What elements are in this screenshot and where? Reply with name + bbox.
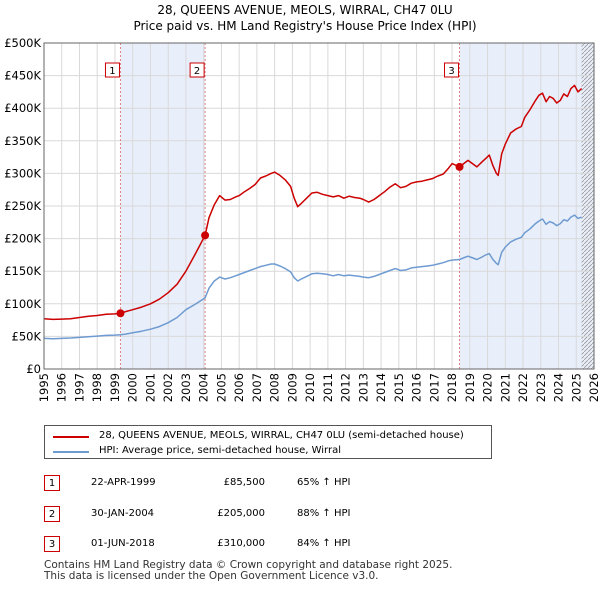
x-tick-label: 2017	[427, 373, 441, 402]
transaction-hpi-change: 88% ↑ HPI	[297, 508, 351, 519]
transaction-price: £85,500	[223, 477, 265, 488]
x-tick-label: 2016	[410, 373, 424, 402]
x-tick-label: 2002	[161, 373, 175, 402]
transaction-date: 01-JUN-2018	[91, 538, 155, 549]
x-tick-label: 2025	[569, 373, 583, 402]
transaction-point	[455, 162, 464, 171]
legend-label-hpi: HPI: Average price, semi-detached house,…	[99, 445, 342, 456]
transaction-point	[201, 231, 210, 240]
x-tick-label: 1995	[37, 373, 51, 402]
x-tick-label: 2026	[587, 373, 600, 402]
transaction-number-badge: 3	[44, 536, 60, 552]
x-tick-label: 2006	[232, 373, 246, 402]
transaction-point	[116, 309, 125, 318]
chart-subtitle: Price paid vs. HM Land Registry's House …	[133, 19, 476, 33]
x-tick-label: 2023	[534, 373, 548, 402]
x-tick-label: 2005	[214, 373, 228, 402]
y-tick-label: £150K	[4, 264, 41, 278]
transaction-number-badge: 1	[44, 475, 60, 491]
y-tick-label: £100K	[4, 297, 41, 311]
legend: 28, QUEENS AVENUE, MEOLS, WIRRAL, CH47 0…	[44, 425, 492, 459]
x-tick-label: 2013	[356, 373, 370, 402]
x-tick-label: 2009	[285, 373, 299, 402]
x-tick-label: 1996	[55, 373, 69, 402]
x-tick-label: 2011	[321, 373, 335, 402]
x-tick-label: 2010	[303, 373, 317, 402]
price-chart: 28, QUEENS AVENUE, MEOLS, WIRRAL, CH47 0…	[4, 3, 600, 402]
transaction-marker-number: 2	[194, 66, 200, 77]
y-tick-label: £250K	[4, 199, 41, 213]
transaction-marker-number: 3	[448, 66, 454, 77]
x-tick-label: 2001	[143, 373, 157, 402]
transaction-number-badge: 2	[44, 506, 60, 522]
plot-area: 1 2 3 £0 £50K £100K £150K £200K £250K £300K £350K £…	[4, 36, 600, 402]
y-tick-label: £350K	[4, 134, 41, 148]
property-price-line	[43, 84, 583, 321]
x-tick-label: 2003	[179, 373, 193, 402]
legend-label-property: 28, QUEENS AVENUE, MEOLS, WIRRAL, CH47 0…	[99, 430, 464, 441]
x-tick-label: 2024	[552, 373, 566, 402]
x-tick-label: 2014	[374, 373, 388, 402]
transaction-marker-box	[189, 62, 205, 78]
hpi-line	[43, 214, 582, 340]
y-tick-label: £500K	[4, 36, 41, 50]
x-tick-label: 2020	[481, 373, 495, 402]
transaction-hpi-change: 65% ↑ HPI	[297, 477, 351, 488]
transaction-hpi-change: 84% ↑ HPI	[297, 538, 351, 549]
y-tick-label: £0	[26, 362, 41, 376]
y-tick-label: £450K	[4, 69, 41, 83]
footer-licence: This data is licensed under the Open Gov…	[44, 570, 379, 582]
transaction-marker-box	[444, 62, 460, 78]
y-tick-label: £400K	[4, 101, 41, 115]
x-tick-label: 2008	[268, 373, 282, 402]
transaction-date: 22-APR-1999	[91, 477, 156, 488]
transaction-marker-number: 1	[109, 66, 115, 77]
x-tick-label: 2022	[516, 373, 530, 402]
y-tick-label: £300K	[4, 166, 41, 180]
hpi-line-swatch	[53, 451, 89, 453]
x-tick-label: 2019	[463, 373, 477, 402]
x-tick-label: 2015	[392, 373, 406, 402]
footer-attribution: Contains HM Land Registry data © Crown c…	[44, 560, 452, 582]
plot-frame	[43, 42, 595, 370]
x-tick-label: 1999	[108, 373, 122, 402]
x-tick-label: 2021	[498, 373, 512, 402]
x-tick-label: 2007	[250, 373, 264, 402]
y-tick-label: £200K	[4, 232, 41, 246]
transaction-price: £310,000	[217, 538, 265, 549]
x-tick-label: 2000	[126, 373, 140, 402]
footer-copyright: Contains HM Land Registry data © Crown c…	[44, 559, 453, 571]
transaction-date: 30-JAN-2004	[91, 508, 155, 519]
y-tick-label: £50K	[12, 329, 42, 343]
transaction-marker-box	[104, 62, 120, 78]
x-tick-label: 1997	[72, 373, 86, 402]
transaction-price: £205,000	[217, 508, 265, 519]
x-tick-label: 2018	[445, 373, 459, 402]
property-line-swatch	[53, 436, 89, 438]
x-tick-label: 2004	[197, 373, 211, 402]
x-tick-label: 1998	[90, 373, 104, 402]
chart-title: 28, QUEENS AVENUE, MEOLS, WIRRAL, CH47 0…	[157, 3, 452, 17]
x-tick-label: 2012	[339, 373, 353, 402]
